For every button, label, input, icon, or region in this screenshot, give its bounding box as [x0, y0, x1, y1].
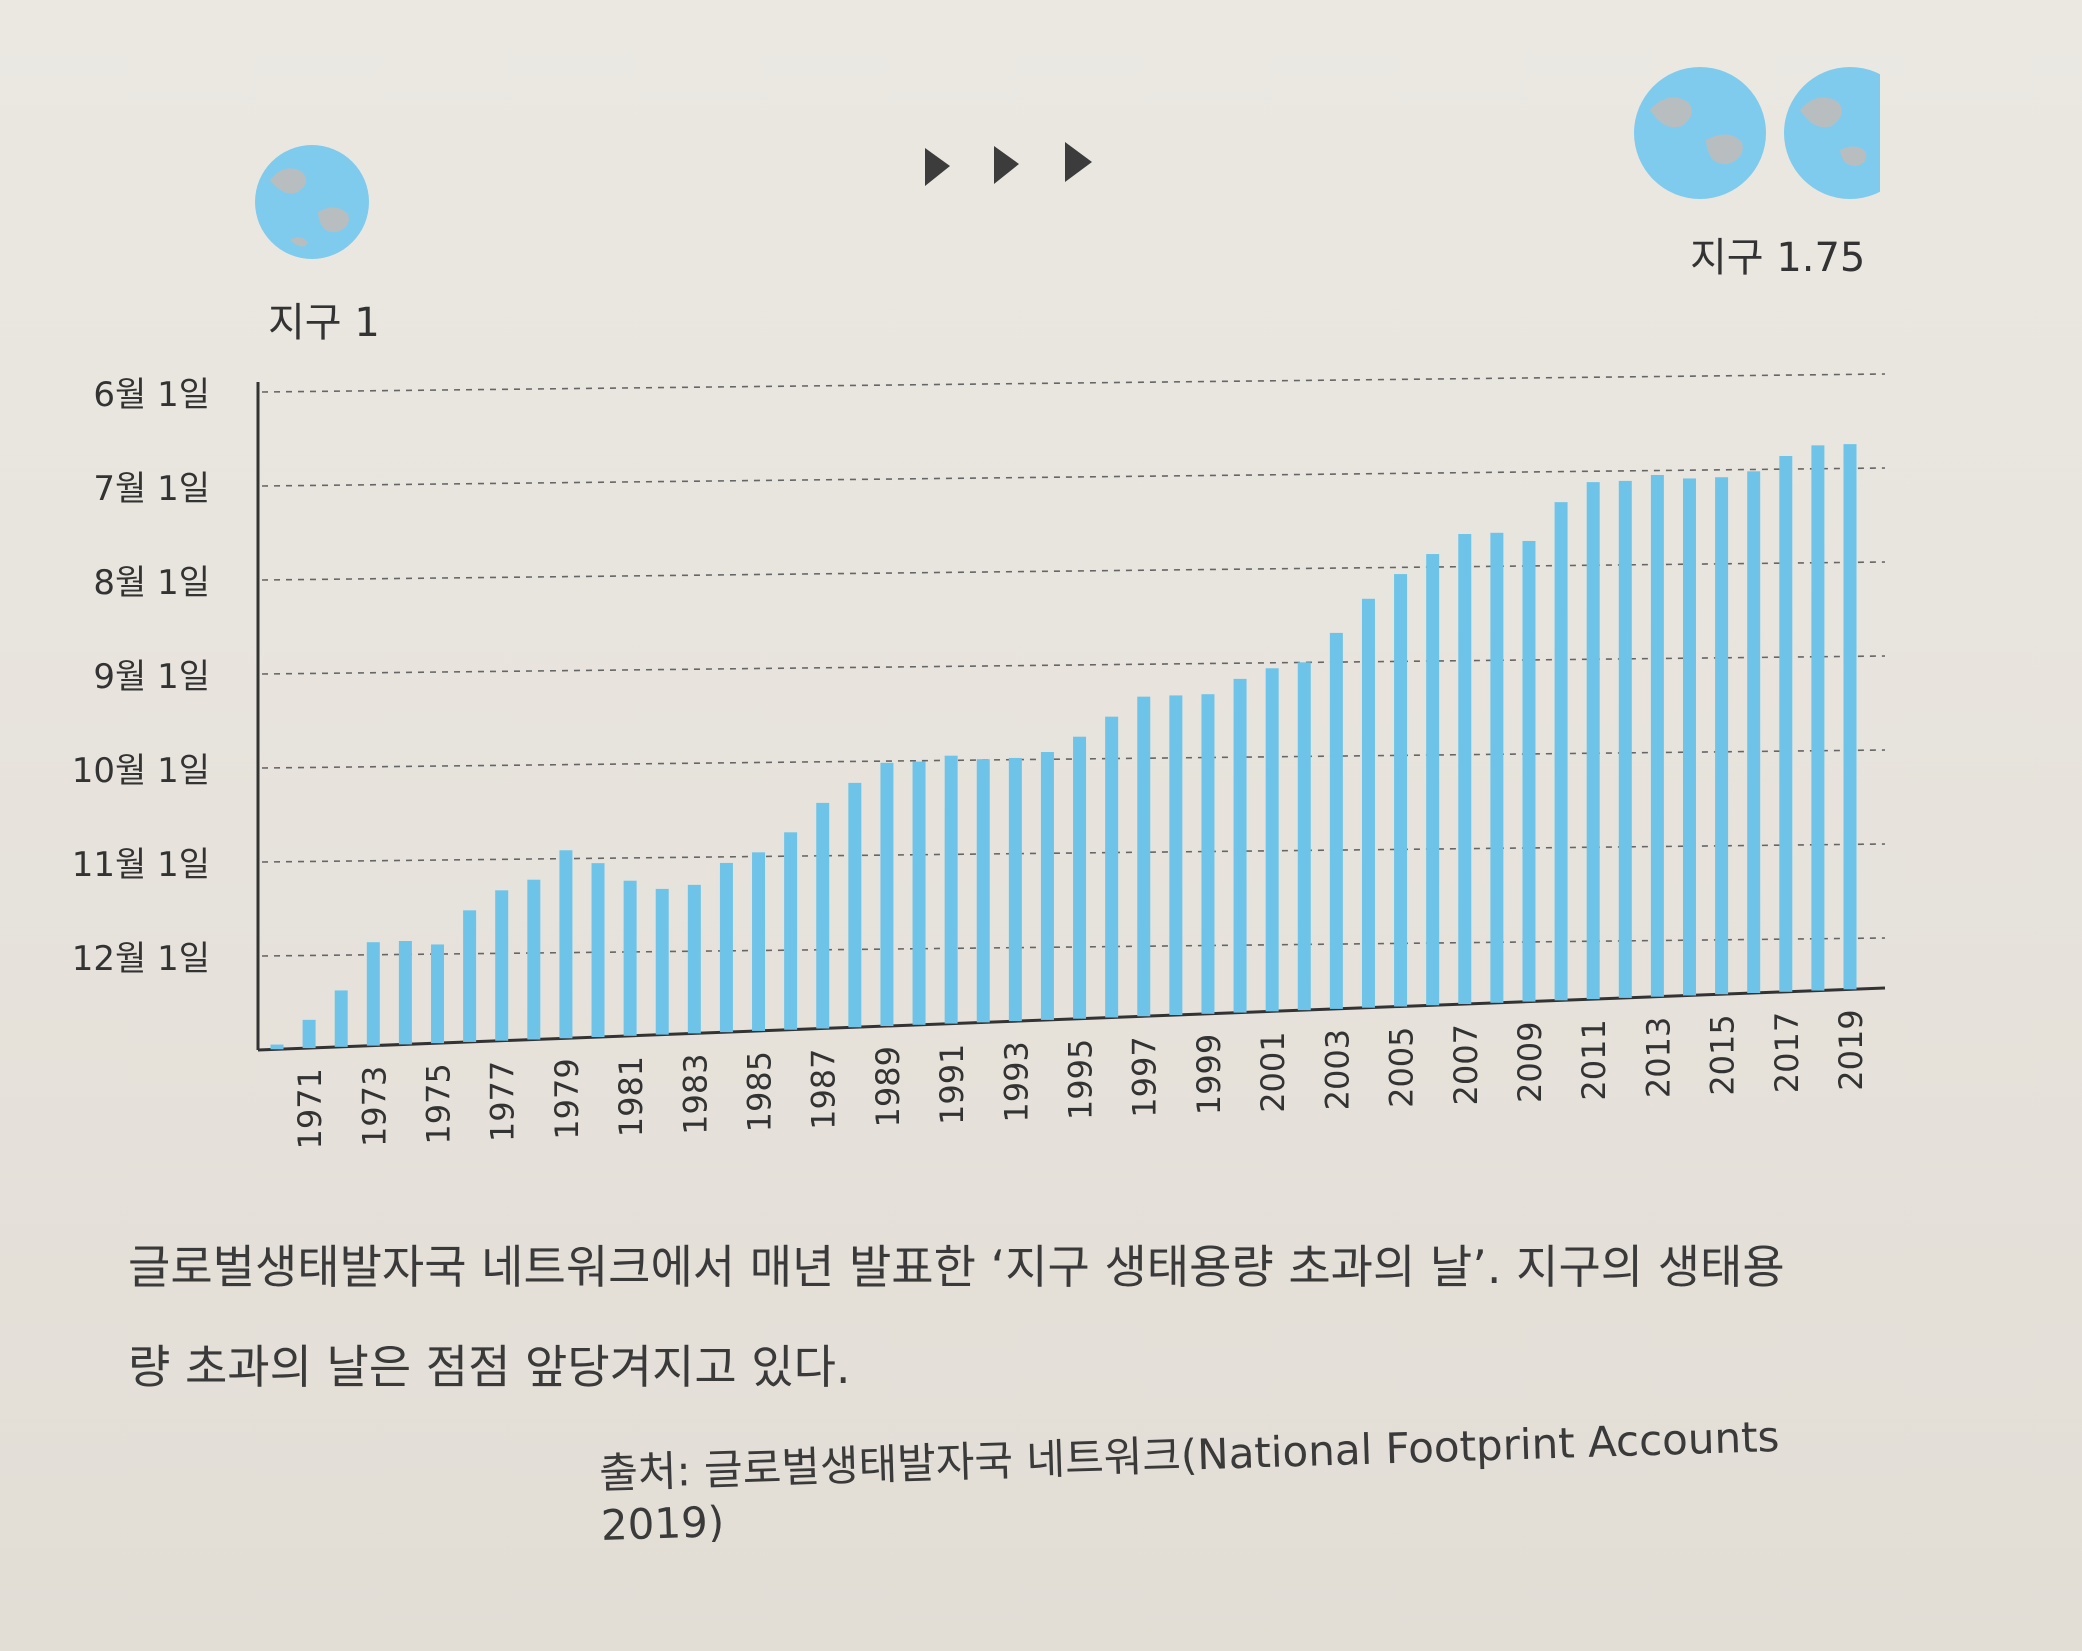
- y-tick-label: 8월 1일: [93, 563, 210, 603]
- bar-1993: [1008, 757, 1022, 1022]
- bar-1981: [623, 880, 637, 1036]
- bar-1992: [976, 759, 990, 1023]
- bar-2004: [1361, 598, 1375, 1008]
- gridline: [261, 655, 1886, 675]
- bar-2002: [1297, 662, 1311, 1011]
- bar-2000: [1233, 678, 1247, 1013]
- bar-2010: [1554, 502, 1568, 1001]
- bar-1994: [1040, 752, 1054, 1020]
- bar-2016: [1747, 471, 1761, 994]
- bar-2012: [1618, 480, 1632, 998]
- bar-1982: [655, 888, 669, 1035]
- y-tick-label: 11월 1일: [72, 845, 210, 885]
- x-tick-label: 2015: [1704, 1014, 1742, 1095]
- x-tick-label: 2001: [1254, 1031, 1292, 1112]
- bar-1997: [1137, 696, 1151, 1017]
- bar-2014: [1682, 478, 1696, 996]
- bar-1998: [1169, 695, 1183, 1016]
- globe-icon: [255, 145, 369, 259]
- x-tick-label: 1983: [676, 1053, 714, 1134]
- globe-icon: [1784, 67, 1880, 199]
- bar-2013: [1650, 474, 1664, 997]
- bar-1990: [912, 761, 926, 1025]
- caption-line-2: 량 초과의 날은 점점 앞당겨지고 있다.: [128, 1340, 851, 1394]
- x-tick-label: 2007: [1447, 1024, 1485, 1105]
- x-tick-label: 1995: [1062, 1039, 1100, 1120]
- x-tick-label: 1999: [1190, 1034, 1228, 1115]
- bar-1984: [719, 862, 733, 1033]
- bar-1996: [1105, 716, 1119, 1018]
- caption-line-1: 글로벌생태발자국 네트워크에서 매년 발표한 ‘지구 생태용량 초과의 날’. …: [128, 1240, 1785, 1294]
- gridline: [261, 373, 1886, 393]
- x-tick-label: 1997: [1126, 1036, 1164, 1117]
- bar-1983: [687, 884, 701, 1034]
- bar-1975: [431, 944, 445, 1044]
- bar-1972: [334, 990, 348, 1047]
- x-tick-label: 2017: [1768, 1012, 1806, 1093]
- gridline: [261, 561, 1886, 581]
- bar-2005: [1394, 574, 1408, 1007]
- globe-icon: [1634, 67, 1766, 199]
- x-tick-label: 2003: [1318, 1029, 1356, 1110]
- x-tick-label: 2011: [1575, 1019, 1613, 1100]
- y-tick-label: 12월 1일: [72, 939, 210, 979]
- x-tick-label: 2005: [1383, 1026, 1421, 1107]
- y-tick-label: 7월 1일: [93, 469, 210, 509]
- bar-1979: [559, 850, 573, 1039]
- y-tick-label: 6월 1일: [93, 375, 210, 415]
- x-tick-label: 2019: [1832, 1009, 1870, 1090]
- bar-1988: [848, 782, 862, 1028]
- bar-2017: [1779, 455, 1793, 992]
- gridline: [261, 467, 1886, 487]
- bar-1987: [816, 802, 830, 1029]
- bar-1973: [366, 942, 380, 1046]
- bar-2007: [1458, 534, 1472, 1005]
- bar-2001: [1265, 668, 1279, 1012]
- bar-2006: [1426, 554, 1440, 1006]
- y-tick-label: 10월 1일: [72, 751, 210, 791]
- x-tick-label: 1985: [741, 1051, 779, 1132]
- x-tick-label: 1973: [355, 1066, 393, 1147]
- x-tick-label: 1981: [612, 1056, 650, 1137]
- bar-2008: [1490, 532, 1504, 1003]
- bar-1989: [880, 762, 894, 1027]
- bar-1970: [270, 1044, 284, 1050]
- x-axis: [257, 986, 1886, 1052]
- x-tick-label: 1971: [291, 1068, 329, 1149]
- earth-1-label: 지구 1: [268, 300, 380, 346]
- bar-1980: [591, 863, 605, 1038]
- bar-2015: [1715, 477, 1729, 995]
- bar-2009: [1522, 540, 1536, 1002]
- x-tick-label: 1991: [933, 1044, 971, 1125]
- x-tick-label: 2009: [1511, 1022, 1549, 1103]
- bar-1971: [302, 1019, 316, 1049]
- bar-1974: [398, 940, 412, 1045]
- x-tick-label: 2013: [1639, 1017, 1677, 1098]
- x-tick-label: 1975: [420, 1063, 458, 1144]
- x-tick-label: 1979: [548, 1058, 586, 1139]
- bar-1999: [1201, 694, 1215, 1014]
- x-tick-label: 1977: [484, 1061, 522, 1142]
- x-tick-label: 1993: [997, 1041, 1035, 1122]
- play-arrow-icon: [925, 142, 1092, 186]
- bar-1976: [463, 910, 477, 1042]
- earth-1-75-label: 지구 1.75: [1690, 235, 1866, 281]
- bar-2003: [1329, 632, 1343, 1009]
- bar-2019: [1843, 444, 1857, 990]
- bar-1995: [1073, 736, 1087, 1019]
- bar-2018: [1811, 445, 1825, 991]
- bar-1991: [944, 755, 958, 1024]
- bar-2011: [1586, 482, 1600, 1000]
- y-tick-label: 9월 1일: [93, 657, 210, 697]
- x-tick-label: 1989: [869, 1046, 907, 1127]
- bar-1986: [784, 832, 798, 1030]
- x-tick-label: 1987: [805, 1048, 843, 1129]
- bar-1985: [752, 852, 766, 1031]
- bar-1977: [495, 890, 509, 1041]
- bar-1978: [527, 879, 541, 1040]
